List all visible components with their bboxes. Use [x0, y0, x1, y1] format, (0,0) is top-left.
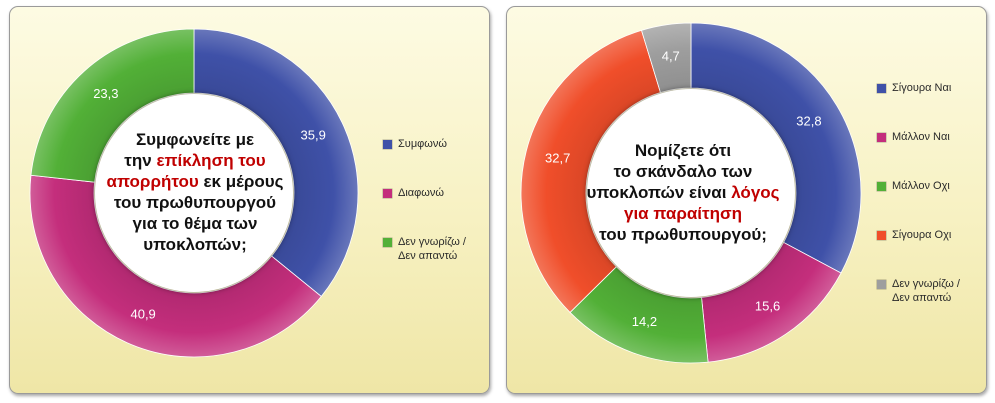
legend-swatch [877, 280, 886, 289]
question-line: το σκάνδαλο των [614, 161, 753, 182]
legend-label: Δεν γνωρίζω / Δεν απαντώ [892, 278, 960, 304]
legend-item-δεν-γνωρίζω-δεν-απαντώ: Δεν γνωρίζω / Δεν απαντώ [877, 277, 977, 305]
question-line: για το θέμα των [133, 213, 258, 234]
donut-chart-agree: 35,9 40,9 23,3 [29, 28, 359, 358]
question-line: υποκλοπών είναι λόγος [587, 182, 780, 203]
legend-item-μάλλον-οχι: Μάλλον Οχι [877, 179, 977, 193]
question-text-resignation: Νομίζετε ότι το σκάνδαλο των υποκλοπών είν… [583, 117, 783, 267]
question-highlight: απορρήτου [106, 172, 199, 191]
question-segment: Νομίζετε ότι [634, 140, 732, 160]
question-segment: υποκλοπών είναι [586, 182, 732, 202]
question-highlight: για παραίτηση [623, 203, 743, 223]
question-segment: του πρωθυπουργού [113, 193, 277, 212]
question-text-agree: Συμφωνείτε με την επίκληση του απορρήτου ε… [102, 115, 288, 269]
legend-label: Σίγουρα Ναι [892, 82, 952, 94]
question-line: για παραίτηση [624, 203, 742, 224]
question-segment: του πρωθυπουργού; [599, 224, 767, 244]
legend-item-δεν-γνωρίζω-δεν-απαντώ: Δεν γνωρίζω / Δεν απαντώ [383, 235, 483, 263]
legend-swatch [383, 140, 392, 149]
legend-resignation: Σίγουρα Ναι Μάλλον Ναι Μάλλον Οχι Σίγουρα Ο… [877, 81, 977, 326]
question-line: απορρήτου εκ μέρους [107, 171, 284, 192]
question-line: του πρωθυπουργού; [599, 224, 767, 245]
legend-item-σίγουρα-οχι: Σίγουρα Οχι [877, 228, 977, 242]
slice-value-label: 40,9 [130, 306, 155, 321]
slice-συμφωνώ [193, 28, 359, 298]
question-segment: Συμφωνείτε με [135, 130, 255, 149]
slice-value-label: 15,6 [755, 299, 780, 314]
question-highlight: λόγος [731, 182, 780, 202]
legend-swatch [383, 238, 392, 247]
question-line: Νομίζετε ότι [635, 140, 731, 161]
legend-item-σίγουρα-ναι: Σίγουρα Ναι [877, 81, 977, 95]
legend-label: Συμφωνώ [398, 138, 447, 150]
donut-center [95, 94, 293, 292]
slice-value-label: 32,8 [796, 114, 821, 129]
donut-chart-resignation: 32,8 15,6 14,2 32,7 4,7 [520, 22, 862, 364]
slice-value-label: 14,2 [632, 314, 657, 329]
question-line: υποκλοπών; [143, 234, 246, 255]
slice-δεν-γνωρίζω-δεν-απαντώ [641, 22, 692, 94]
slice-value-label: 35,9 [301, 128, 326, 143]
slice-value-label: 23,3 [93, 86, 118, 101]
question-line: Συμφωνείτε με [136, 129, 254, 150]
legend-swatch [877, 84, 886, 93]
slice-δεν-γνωρίζω-δεν-απαντώ [30, 28, 195, 183]
legend-swatch [383, 189, 392, 198]
chart-panel-resignation: 32,8 15,6 14,2 32,7 4,7 Νομίζετε ότι το σκάνδ… [506, 6, 987, 394]
legend-label: Μάλλον Οχι [892, 180, 950, 192]
slice-value-label: 32,7 [545, 151, 570, 166]
legend-swatch [877, 182, 886, 191]
legend-label: Μάλλον Ναι [892, 131, 950, 143]
slice-σίγουρα-οχι [520, 29, 661, 314]
legend-swatch [877, 231, 886, 240]
legend-agree: Συμφωνώ Διαφωνώ Δεν γνωρίζω / Δεν απαντώ [383, 137, 483, 284]
legend-item-συμφωνώ: Συμφωνώ [383, 137, 483, 151]
slice-σίγουρα-ναι [690, 22, 862, 274]
slice-διαφωνώ [29, 174, 322, 358]
donut-center [587, 89, 795, 297]
legend-label: Δεν γνωρίζω / Δεν απαντώ [398, 236, 466, 262]
slice-value-label: 4,7 [662, 48, 680, 63]
question-segment: υποκλοπών; [143, 235, 247, 254]
legend-label: Σίγουρα Οχι [892, 229, 952, 241]
question-segment: για το θέμα των [132, 214, 258, 233]
legend-item-διαφωνώ: Διαφωνώ [383, 186, 483, 200]
legend-swatch [877, 133, 886, 142]
question-segment: εκ μέρους [198, 172, 284, 191]
question-line: του πρωθυπουργού [114, 192, 276, 213]
legend-item-μάλλον-ναι: Μάλλον Ναι [877, 130, 977, 144]
question-segment: την [124, 151, 157, 170]
chart-panel-agree: 35,9 40,9 23,3 Συμφωνείτε με την επίκληση τ… [9, 6, 490, 394]
legend-label: Διαφωνώ [398, 187, 444, 199]
question-highlight: επίκληση του [156, 151, 266, 170]
question-segment: το σκάνδαλο των [613, 161, 753, 181]
question-line: την επίκληση του [124, 150, 265, 171]
